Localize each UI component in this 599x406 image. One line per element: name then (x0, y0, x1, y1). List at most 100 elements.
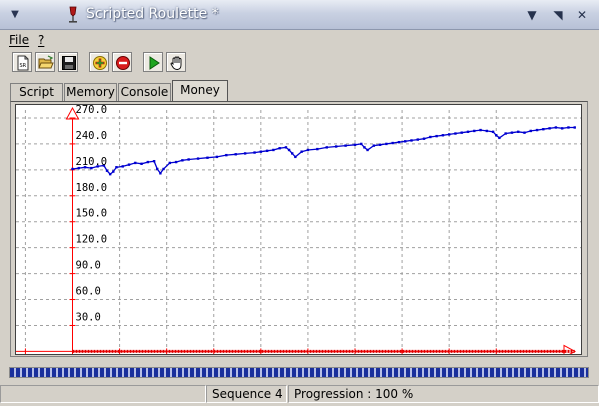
title-bar: ▼ Scripted Roulette * ▼ ◥ ✕ (0, 0, 599, 30)
tab-bar: Script Memory Console Money (0, 80, 599, 102)
tab-memory[interactable]: Memory (64, 83, 117, 101)
money-point (90, 166, 93, 170)
money-point (294, 155, 297, 159)
money-chart-canvas: -15.00.015.030.045.060.075.090.0105.0120… (16, 105, 581, 354)
money-point (306, 148, 310, 152)
status-bar: Sequence 4 Progression : 100 % (0, 384, 599, 406)
money-point (287, 148, 291, 152)
money-point (152, 159, 156, 163)
run-button[interactable] (143, 52, 163, 72)
pan-button[interactable] (166, 52, 186, 72)
money-point (105, 169, 109, 172)
money-point (441, 134, 445, 137)
new-script-button[interactable]: SR (12, 52, 32, 72)
money-point (567, 126, 570, 129)
money-point (96, 165, 99, 168)
money-point (121, 165, 124, 168)
menu-file[interactable]: File (9, 33, 30, 47)
money-point (485, 129, 489, 133)
chart-grid (16, 110, 581, 352)
money-point (554, 126, 558, 129)
money-point (159, 172, 162, 175)
money-point (517, 130, 520, 134)
y-tick-label: 210.0 (76, 156, 108, 168)
money-point (168, 161, 172, 165)
money-point (372, 144, 376, 147)
toolbar: SR (0, 50, 599, 78)
money-panel (10, 101, 588, 357)
folder-open-icon (38, 55, 54, 69)
money-point (422, 137, 426, 140)
roulette-app-icon (66, 6, 80, 24)
money-point (385, 142, 388, 146)
window-title: Scripted Roulette * (86, 6, 219, 22)
money-point (447, 133, 451, 136)
add-button[interactable] (89, 52, 109, 72)
money-point (363, 146, 366, 149)
money-point (325, 146, 328, 149)
money-point (460, 131, 463, 134)
money-point (429, 135, 432, 139)
menu-help[interactable]: ? (38, 33, 45, 47)
money-point (491, 130, 495, 134)
money-point (495, 134, 498, 137)
money-point (108, 172, 112, 176)
y-tick-label: 240.0 (76, 130, 108, 142)
open-file-button[interactable] (35, 52, 55, 72)
money-point (181, 159, 184, 162)
window-menu-icon[interactable]: ▼ (11, 9, 19, 20)
money-point (102, 164, 106, 167)
money-point (510, 131, 514, 134)
money-point (225, 153, 228, 157)
money-point (112, 170, 115, 173)
money-point (560, 127, 564, 130)
money-point (397, 140, 401, 144)
minimize-icon[interactable]: ▼ (527, 8, 537, 22)
money-point (573, 126, 576, 129)
add-plus-icon (93, 56, 107, 70)
money-point (215, 155, 219, 159)
maximize-icon[interactable]: ◥ (553, 8, 563, 22)
money-point (435, 134, 438, 138)
money-point (196, 157, 200, 160)
status-cell-empty (0, 385, 206, 403)
money-point (187, 158, 190, 161)
money-point (523, 131, 526, 134)
play-icon (149, 56, 160, 70)
money-point (253, 151, 256, 154)
money-point (498, 136, 501, 140)
money-point (127, 163, 131, 166)
y-tick-labels: 30.0 60.0 90.0 120.0 150.0 180.0 210.0 240.0 270… (76, 105, 108, 323)
tab-money[interactable]: Money (172, 80, 228, 101)
money-point (391, 141, 394, 145)
y-tick-label: 270.0 (76, 105, 108, 116)
save-file-button[interactable] (58, 52, 78, 72)
money-point (473, 129, 476, 133)
money-point (360, 142, 363, 146)
money-point (77, 166, 80, 170)
money-point (416, 138, 419, 141)
tab-console[interactable]: Console (118, 83, 171, 101)
y-tick-label: 120.0 (76, 234, 108, 246)
money-series-line (72, 126, 575, 176)
money-point (410, 139, 413, 142)
money-point (548, 127, 551, 130)
money-point (272, 148, 275, 152)
money-point (83, 166, 87, 169)
y-axis-arrow (65, 106, 80, 120)
money-point (404, 140, 407, 143)
floppy-disk-icon (62, 56, 76, 70)
money-point (334, 145, 338, 148)
y-axis (65, 106, 80, 354)
money-point (344, 144, 347, 147)
stop-button[interactable] (112, 52, 132, 72)
money-point (278, 147, 281, 150)
close-icon[interactable]: ✕ (576, 8, 588, 22)
money-point (291, 152, 294, 155)
money-point (316, 147, 319, 151)
money-point (243, 152, 247, 155)
tab-script[interactable]: Script (10, 83, 63, 101)
money-point (134, 161, 137, 165)
y-tick-label: 150.0 (76, 208, 108, 220)
money-point (466, 130, 470, 134)
